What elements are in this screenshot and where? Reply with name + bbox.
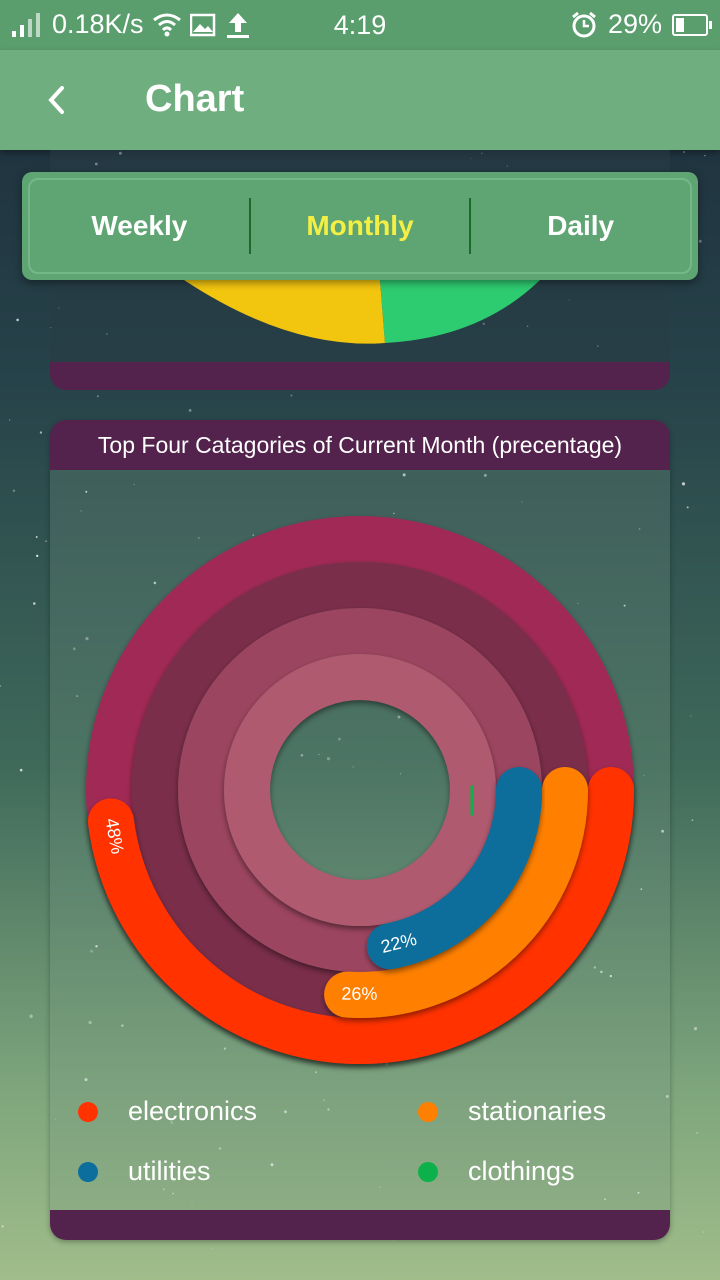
chart-legend: electronics stationaries utilities cloth… [50, 1060, 670, 1200]
bar-utilities [366, 767, 542, 970]
star [45, 540, 47, 542]
star [690, 715, 692, 717]
bar-clothings [447, 767, 496, 835]
network-speed: 0.18K/s [52, 9, 144, 39]
alarm-icon [572, 11, 596, 37]
star [9, 419, 11, 421]
ring-track-clothings [224, 654, 496, 926]
signal-icon [12, 12, 40, 37]
tab-divider [469, 198, 472, 254]
back-button[interactable] [38, 78, 78, 122]
star [35, 536, 38, 538]
legend-item-utilities: utilities [78, 1156, 211, 1187]
star [698, 239, 702, 243]
star [702, 1231, 705, 1233]
battery-icon [672, 13, 712, 36]
legend-item-stationaries: stationaries [418, 1096, 606, 1127]
star [211, 1247, 213, 1249]
pie-chart-partial [184, 280, 540, 344]
star [683, 151, 685, 153]
star [696, 1132, 698, 1134]
star [12, 489, 16, 492]
bar-electronics [87, 767, 634, 1064]
image-icon [189, 13, 215, 36]
star [29, 1014, 33, 1018]
legend-item-electronics: electronics [78, 1096, 257, 1127]
period-tabs: Weekly Monthly Daily [22, 172, 698, 280]
star [686, 506, 689, 509]
legend-dot [418, 1161, 438, 1182]
legend-dot [78, 1161, 98, 1182]
status-bar: 0.18K/s 4:19 29% [0, 0, 720, 50]
card-footer [50, 362, 670, 390]
star [188, 409, 192, 412]
radial-bar-chart: 48%26%22% [86, 516, 634, 1064]
star [290, 394, 293, 397]
star [39, 431, 43, 434]
star [96, 395, 99, 398]
upload-icon [226, 12, 249, 38]
star [681, 482, 686, 486]
legend-dot [418, 1101, 438, 1122]
legend-item-clothings: clothings [418, 1156, 575, 1187]
star [16, 318, 19, 322]
data-label-stationaries: 26% [341, 984, 377, 1004]
page-title: Chart [145, 78, 245, 120]
app-bar: Chart [0, 50, 720, 150]
star [19, 768, 23, 772]
battery-percent: 29% [607, 9, 662, 39]
star [1, 1225, 4, 1228]
legend-dot [78, 1101, 98, 1122]
star [36, 554, 39, 558]
wifi-icon [152, 13, 181, 36]
bar-stationaries [324, 767, 588, 1018]
tab-weekly[interactable]: Weekly [91, 210, 188, 241]
tab-monthly[interactable]: Monthly [306, 210, 414, 241]
chart-title: Top Four Catagories of Current Month (pr… [50, 420, 670, 470]
tab-divider [248, 198, 251, 254]
star [693, 1027, 698, 1031]
clock: 4:19 [333, 10, 387, 40]
pie-slice-yellow [184, 280, 385, 344]
pie-slice-green [380, 280, 540, 343]
category-chart-card: Top Four Catagories of Current Month (pr… [50, 420, 670, 1240]
star [33, 602, 36, 605]
star [704, 155, 706, 157]
card-footer [50, 1210, 670, 1240]
tab-daily[interactable]: Daily [547, 210, 615, 241]
star [0, 684, 2, 687]
star [691, 819, 694, 821]
